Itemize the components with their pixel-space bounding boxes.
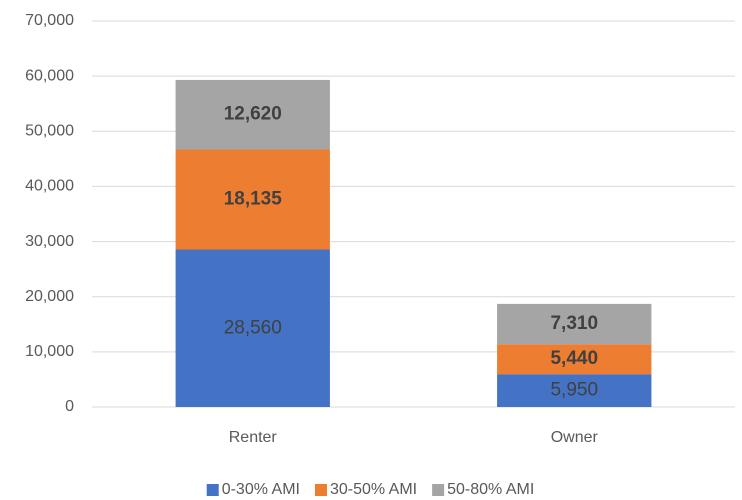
value-label: 5,950 bbox=[550, 380, 598, 401]
legend-swatch bbox=[314, 484, 327, 496]
y-tick-label: 50,000 bbox=[25, 123, 74, 140]
x-tick-label: Renter bbox=[229, 429, 278, 446]
y-tick-label: 40,000 bbox=[25, 178, 74, 195]
value-label: 28,560 bbox=[224, 317, 282, 338]
bar-segment bbox=[175, 249, 330, 407]
bar-segment bbox=[497, 344, 652, 375]
x-tick-label: Owner bbox=[551, 429, 599, 446]
legend-label: 30-50% AMI bbox=[330, 481, 417, 498]
y-tick-label: 30,000 bbox=[25, 233, 74, 250]
legend-swatch bbox=[432, 484, 445, 496]
bar-segment bbox=[175, 79, 330, 150]
y-tick-label: 70,000 bbox=[25, 12, 74, 29]
value-label: 7,310 bbox=[550, 313, 598, 334]
value-label: 12,620 bbox=[224, 104, 282, 125]
bar-segment bbox=[175, 149, 330, 250]
bar-segment bbox=[497, 303, 652, 345]
y-tick-label: 20,000 bbox=[25, 288, 74, 305]
legend-label: 0-30% AMI bbox=[222, 481, 300, 498]
bar-segment bbox=[497, 374, 652, 407]
legend-label: 50-80% AMI bbox=[447, 481, 534, 498]
y-tick-label: 10,000 bbox=[25, 343, 74, 360]
value-label: 18,135 bbox=[224, 189, 283, 210]
value-label: 5,440 bbox=[550, 348, 598, 369]
y-tick-label: 0 bbox=[65, 398, 74, 415]
y-tick-label: 60,000 bbox=[25, 67, 74, 84]
legend-swatch bbox=[206, 484, 219, 496]
